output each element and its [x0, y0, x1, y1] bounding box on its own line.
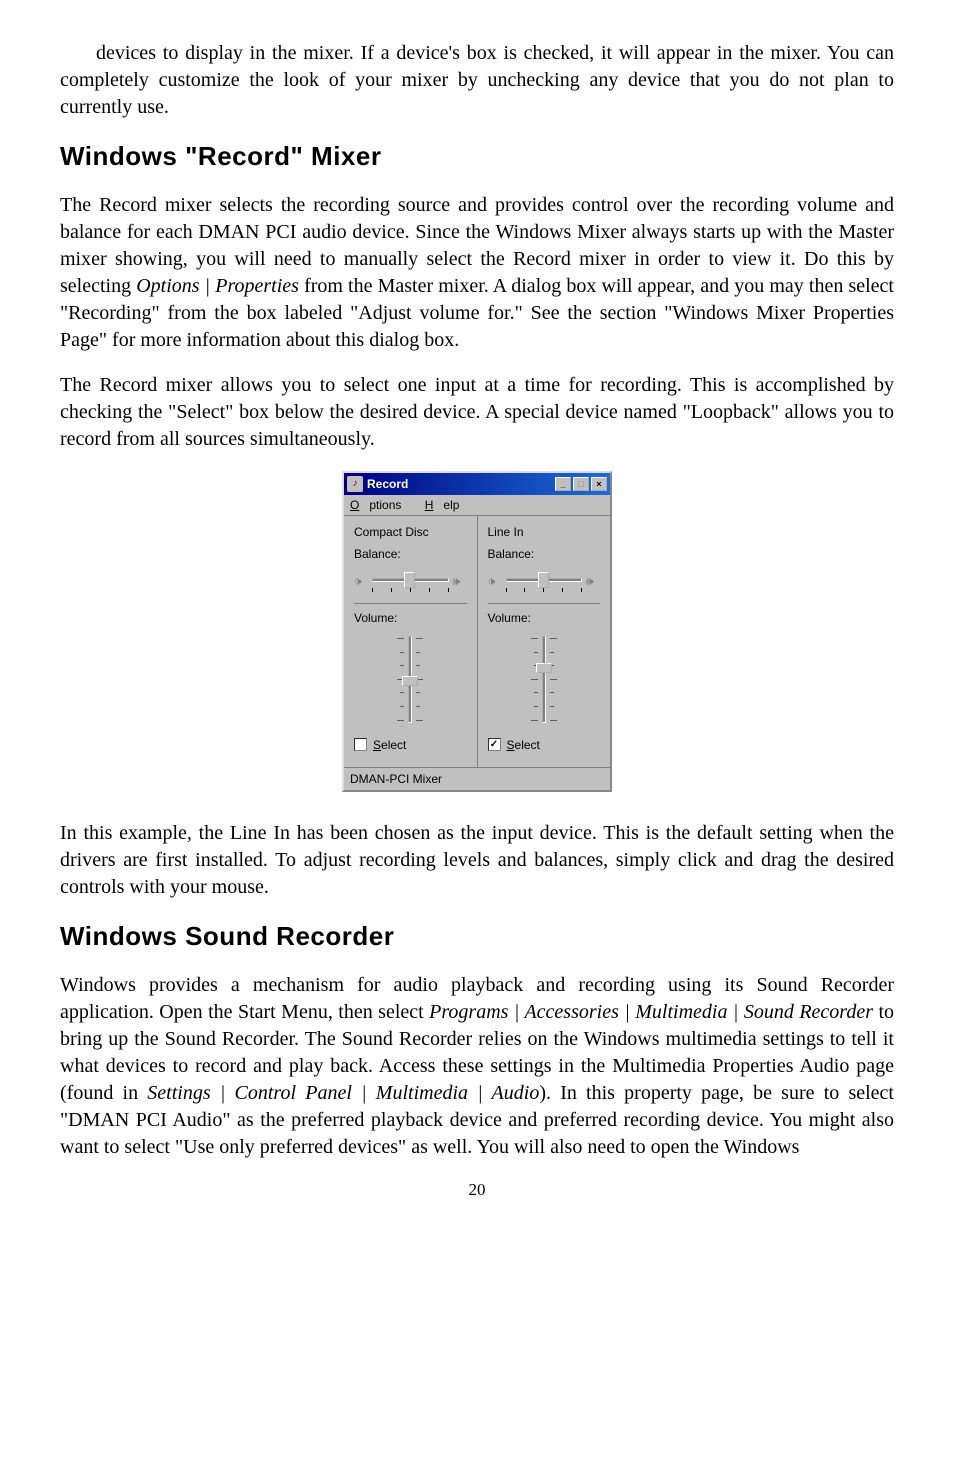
- channel-compact-disc: Compact Disc Balance: 🕩 🕪 Volume:: [344, 516, 477, 767]
- select-checkbox[interactable]: ✓: [488, 738, 501, 751]
- volume-slider[interactable]: [390, 632, 430, 727]
- titlebar-text: Record: [367, 476, 555, 492]
- text-italic: Options | Properties: [136, 275, 299, 297]
- page-number: 20: [60, 1179, 894, 1202]
- balance-slider[interactable]: [506, 571, 583, 589]
- close-button[interactable]: ×: [591, 477, 607, 491]
- statusbar: DMAN-PCI Mixer: [344, 767, 610, 790]
- volume-slider-wrap: [354, 632, 467, 727]
- text-italic: Programs | Accessories | Multimedia | So…: [429, 1001, 873, 1023]
- mixer-screenshot: ♪ Record _ □ × Options Help Compact Disc…: [60, 471, 894, 792]
- menubar: Options Help: [344, 495, 610, 516]
- speaker-left-icon: 🕩: [488, 573, 502, 587]
- paragraph-5: Windows provides a mechanism for audio p…: [60, 972, 894, 1161]
- paragraph-1: devices to display in the mixer. If a de…: [60, 40, 894, 121]
- balance-label: Balance:: [488, 546, 601, 562]
- speaker-right-icon: 🕪: [586, 573, 600, 587]
- select-row: Select: [354, 733, 467, 761]
- volume-label: Volume:: [488, 603, 601, 626]
- volume-label: Volume:: [354, 603, 467, 626]
- titlebar[interactable]: ♪ Record _ □ ×: [344, 473, 610, 495]
- balance-control: 🕩 🕪: [488, 567, 601, 593]
- volume-thumb[interactable]: [402, 676, 418, 686]
- menu-help[interactable]: Help: [425, 498, 470, 512]
- balance-label: Balance:: [354, 546, 467, 562]
- paragraph-4: In this example, the Line In has been ch…: [60, 820, 894, 901]
- menu-options[interactable]: Options: [350, 498, 411, 512]
- select-row: ✓ Select: [488, 733, 601, 761]
- window-buttons: _ □ ×: [555, 477, 607, 491]
- select-checkbox[interactable]: [354, 738, 367, 751]
- paragraph-2: The Record mixer selects the recording s…: [60, 192, 894, 354]
- menu-help-text: elp: [443, 498, 459, 512]
- text-italic: Settings | Control Panel | Multimedia | …: [147, 1082, 539, 1104]
- channel-line-in: Line In Balance: 🕩 🕪 Volume:: [477, 516, 611, 767]
- channels-row: Compact Disc Balance: 🕩 🕪 Volume:: [344, 516, 610, 767]
- app-icon: ♪: [347, 476, 363, 492]
- channel-name: Line In: [488, 524, 601, 540]
- balance-control: 🕩 🕪: [354, 567, 467, 593]
- heading-sound-recorder: Windows Sound Recorder: [60, 919, 894, 954]
- menu-options-text: ptions: [369, 498, 401, 512]
- select-label[interactable]: Select: [507, 737, 540, 753]
- volume-slider-wrap: [488, 632, 601, 727]
- maximize-button[interactable]: □: [573, 477, 589, 491]
- channel-name: Compact Disc: [354, 524, 467, 540]
- speaker-left-icon: 🕩: [354, 573, 368, 587]
- record-mixer-window: ♪ Record _ □ × Options Help Compact Disc…: [342, 471, 612, 792]
- paragraph-3: The Record mixer allows you to select on…: [60, 372, 894, 453]
- balance-slider[interactable]: [372, 571, 449, 589]
- volume-thumb[interactable]: [536, 663, 552, 673]
- volume-slider[interactable]: [524, 632, 564, 727]
- select-label[interactable]: Select: [373, 737, 406, 753]
- speaker-right-icon: 🕪: [453, 573, 467, 587]
- heading-record-mixer: Windows "Record" Mixer: [60, 139, 894, 174]
- minimize-button[interactable]: _: [555, 477, 571, 491]
